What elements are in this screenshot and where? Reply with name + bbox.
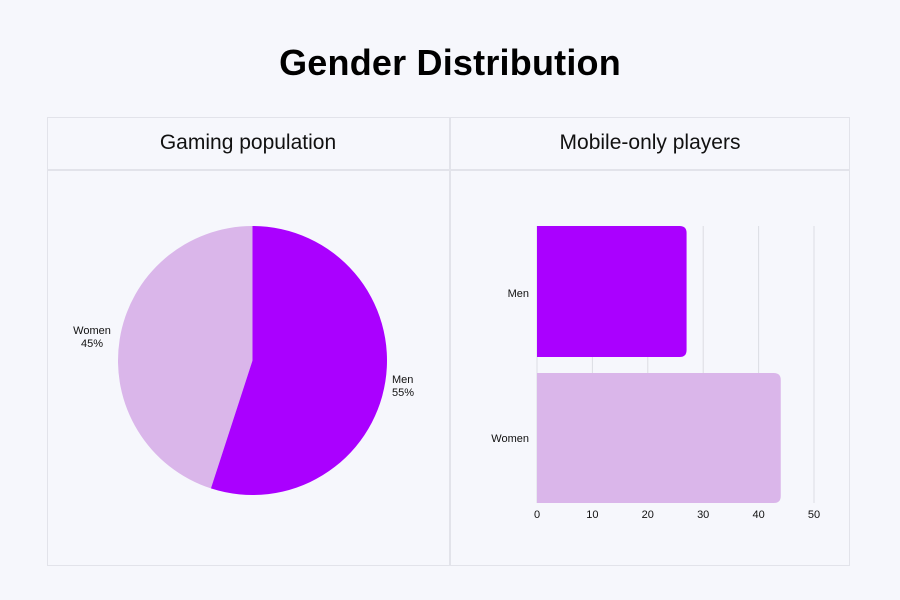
bar-women [537, 373, 781, 503]
panel-divider-vertical [449, 117, 451, 566]
page-title: Gender Distribution [279, 42, 621, 83]
chart-frame [47, 117, 850, 566]
pie-label-men-pct: 55% [392, 387, 414, 399]
pie-slice-men [210, 226, 387, 496]
x-tick-label: 0 [534, 509, 540, 521]
bar-men [537, 226, 687, 357]
x-axis-ticks: 0 10 20 30 40 50 [534, 509, 820, 521]
pie-label-women: Women [73, 325, 111, 337]
pie-label-women-pct: 45% [81, 338, 103, 350]
bar-chart: Men Women 0 10 20 30 40 50 [491, 226, 820, 521]
bar-category-women: Women [491, 433, 529, 445]
bar-category-men: Men [508, 288, 529, 300]
pie-panel-title: Gaming population [159, 131, 337, 154]
x-tick-label: 10 [586, 509, 598, 521]
header-divider [47, 169, 850, 171]
pie-chart: Women 45% Men 55% [73, 226, 414, 496]
x-tick-label: 40 [752, 509, 764, 521]
bar-panel-title: Mobile-only players [559, 131, 741, 154]
x-tick-label: 20 [642, 509, 654, 521]
pie-slice-women [118, 226, 253, 489]
x-tick-label: 30 [697, 509, 709, 521]
pie-label-men: Men [392, 374, 413, 386]
x-tick-label: 50 [808, 509, 820, 521]
